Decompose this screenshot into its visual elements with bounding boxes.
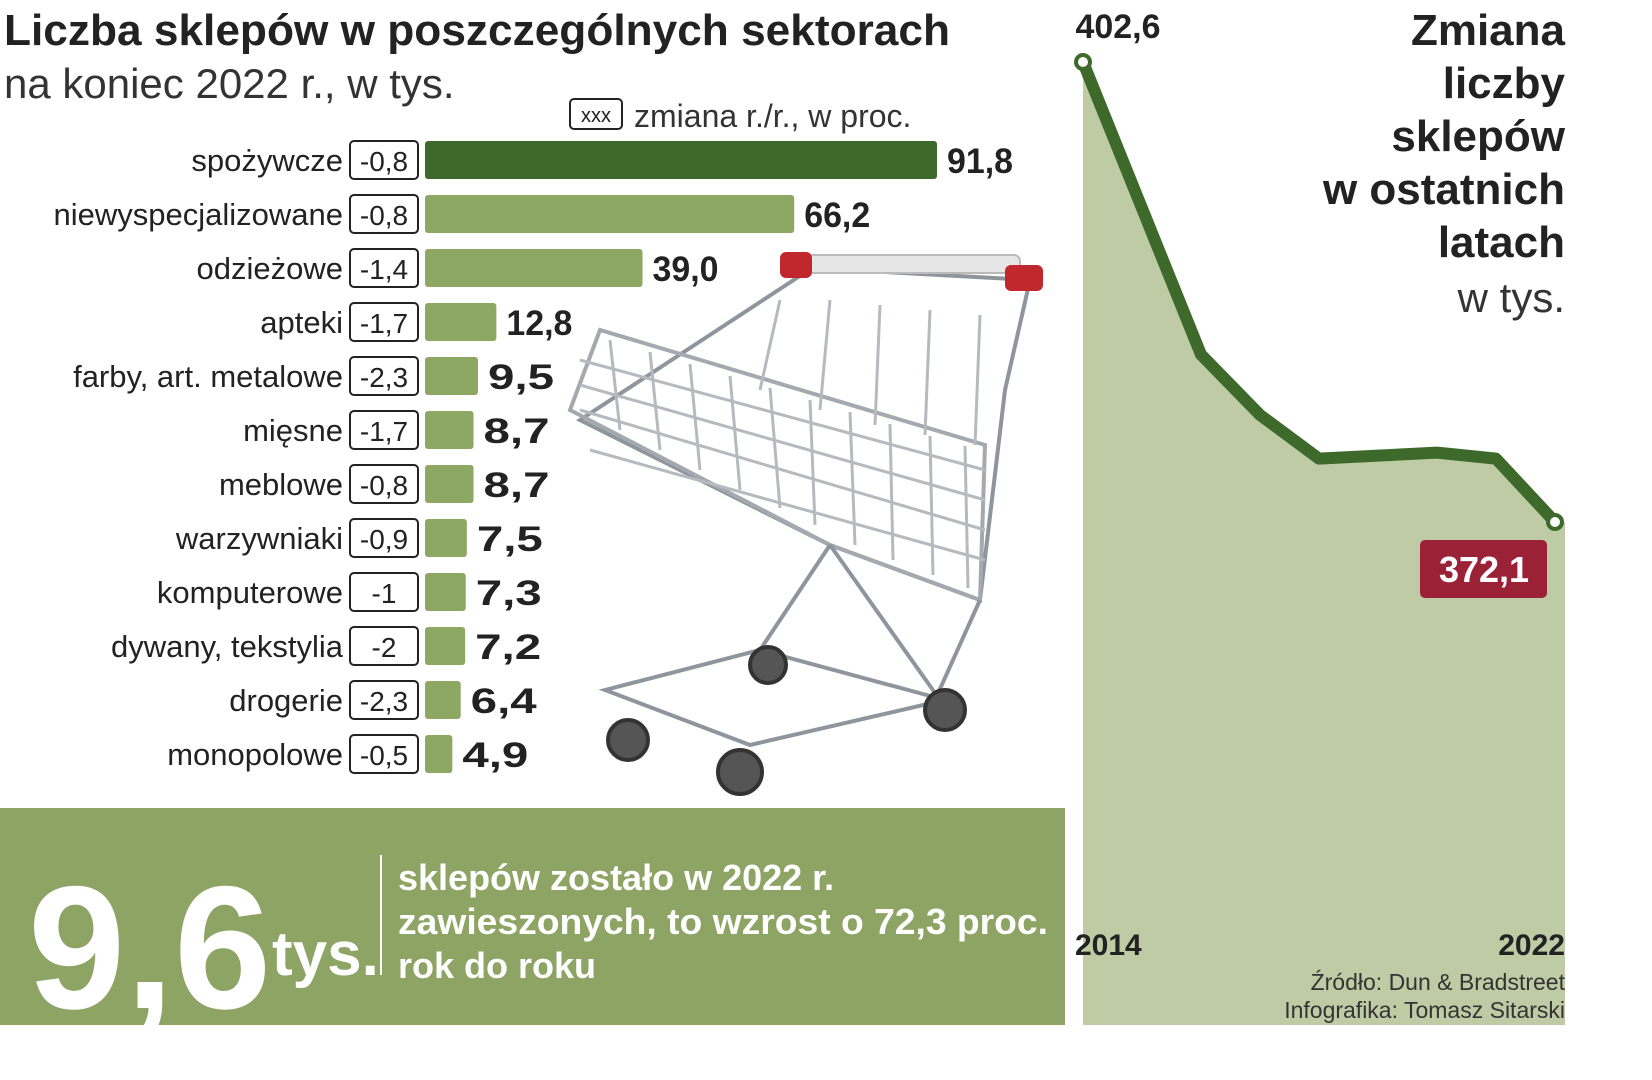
change-box xyxy=(349,356,419,396)
category-label: niewyspecjalizowane xyxy=(54,197,344,232)
category-label: dywany, tekstylia xyxy=(111,629,344,664)
change-label: -1,7 xyxy=(360,416,408,447)
line-chart-title: Zmiana xyxy=(1411,6,1566,55)
category-label: mięsne xyxy=(243,413,343,448)
change-label: -2,3 xyxy=(360,362,408,393)
category-label: meblowe xyxy=(219,467,343,502)
change-label: -0,9 xyxy=(360,524,408,555)
change-label: -0,8 xyxy=(360,470,408,501)
line-chart-subtitle: w tys. xyxy=(1457,274,1565,321)
change-box xyxy=(349,572,419,612)
change-box xyxy=(349,734,419,774)
value-label: 402,6 xyxy=(1075,8,1160,46)
category-label: komputerowe xyxy=(157,575,343,610)
change-box xyxy=(349,194,419,234)
value-label: 7,3 xyxy=(476,574,542,613)
line-chart-title: latach xyxy=(1438,218,1565,267)
change-label: -2 xyxy=(372,632,397,663)
category-label: spożywcze xyxy=(191,143,343,178)
value-label: 91,8 xyxy=(947,142,1013,181)
category-label: apteki xyxy=(260,305,343,340)
banner-unit: tys. xyxy=(272,920,379,989)
change-label: -0,5 xyxy=(360,740,408,771)
bar xyxy=(425,303,497,341)
value-label: 8,7 xyxy=(484,412,550,451)
point xyxy=(1074,53,1092,71)
point xyxy=(1546,513,1564,531)
bar xyxy=(425,519,467,557)
value-label: 8,7 xyxy=(484,466,550,505)
banner-text: sklepów zostało w 2022 r. xyxy=(398,857,834,898)
legend-box-label: xxx xyxy=(581,105,611,127)
value-label: 7,2 xyxy=(475,628,541,667)
bar xyxy=(425,411,474,449)
bar xyxy=(425,573,466,611)
x-tick-label: 2022 xyxy=(1498,929,1565,962)
legend-box xyxy=(569,98,623,130)
category-label: odzieżowe xyxy=(197,251,343,286)
line-chart-title: liczby xyxy=(1443,59,1566,108)
line-chart: 2014 402,6 2022 372,1 xyxy=(1074,8,1565,1025)
line xyxy=(1077,59,1560,527)
change-box xyxy=(349,626,419,666)
value-label-box xyxy=(1420,540,1547,598)
bar-chart-title: Liczba sklepów w poszczególnych sektorac… xyxy=(4,6,950,55)
change-box xyxy=(349,302,419,342)
banner-value: 9,6 xyxy=(28,851,271,1046)
bar xyxy=(425,627,466,665)
banner-text: zawieszonych, to wzrost o 72,3 proc. xyxy=(398,901,1048,942)
credit: Infografika: Tomasz Sitarski xyxy=(1284,997,1565,1023)
value-label: 6,4 xyxy=(471,682,538,721)
value-label: 12,8 xyxy=(506,304,572,343)
bar xyxy=(425,465,474,503)
category-label: farby, art. metalowe xyxy=(73,359,343,394)
change-box xyxy=(349,248,419,288)
line-chart-title: sklepów xyxy=(1391,112,1565,161)
change-label: -0,8 xyxy=(360,146,408,177)
change-label: -1,4 xyxy=(360,254,408,285)
change-box xyxy=(349,518,419,558)
bar xyxy=(425,735,453,773)
value-label: 7,5 xyxy=(477,520,543,559)
category-label: warzywniaki xyxy=(175,521,343,556)
value-label: 39,0 xyxy=(653,250,719,289)
cart-illustration xyxy=(567,252,1043,796)
bar xyxy=(425,249,643,287)
legend-label: zmiana r./r., w proc. xyxy=(634,98,911,134)
area-tail xyxy=(1555,522,1565,1025)
change-box xyxy=(349,410,419,450)
value-label: 66,2 xyxy=(804,196,870,235)
banner xyxy=(0,808,1065,1025)
bar-chart-subtitle: na koniec 2022 r., w tys. xyxy=(4,60,455,107)
change-box xyxy=(349,680,419,720)
bar xyxy=(425,195,795,233)
change-box xyxy=(349,140,419,180)
source: Źródło: Dun & Bradstreet xyxy=(1311,969,1566,995)
change-label: -0,8 xyxy=(360,200,408,231)
change-label: -1 xyxy=(372,578,397,609)
line-chart-title: w ostatnich xyxy=(1322,165,1565,214)
change-box xyxy=(349,464,419,504)
change-label: -2,3 xyxy=(360,686,408,717)
value-label: 9,5 xyxy=(488,358,554,397)
category-label: monopolowe xyxy=(167,737,343,772)
value-label: 4,9 xyxy=(462,736,528,775)
bar xyxy=(425,681,461,719)
banner-text: rok do roku xyxy=(398,945,596,986)
category-label: drogerie xyxy=(229,683,343,718)
value-label: 372,1 xyxy=(1439,549,1529,590)
bar xyxy=(425,357,478,395)
area xyxy=(1083,62,1555,1025)
bar xyxy=(425,141,937,179)
change-label: -1,7 xyxy=(360,308,408,339)
x-tick-label: 2014 xyxy=(1075,929,1142,962)
